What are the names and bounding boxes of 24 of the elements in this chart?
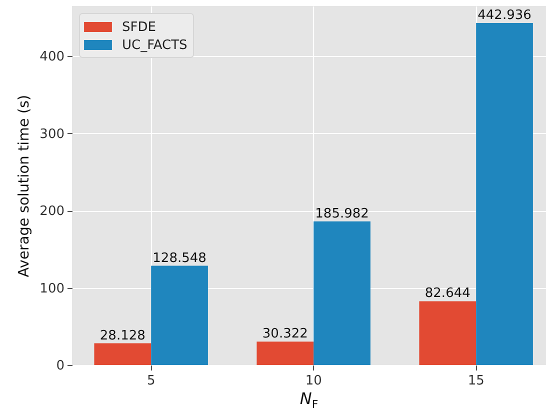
- data-label: 82.644: [424, 286, 470, 302]
- x-tick-label: 15: [468, 374, 484, 388]
- data-label: 185.982: [315, 206, 369, 222]
- bar: [256, 342, 314, 365]
- data-label: 28.128: [100, 328, 146, 344]
- bar: [419, 301, 476, 365]
- data-label: 442.936: [478, 8, 532, 24]
- bar: [314, 221, 370, 365]
- bar: [94, 343, 152, 365]
- legend-label: UC_FACTS: [122, 38, 188, 53]
- y-tick-label: 100: [40, 281, 64, 296]
- y-tick-label: 300: [40, 126, 64, 142]
- data-label: 30.322: [262, 326, 308, 342]
- y-tick-label: 200: [40, 204, 64, 220]
- bar: [151, 266, 208, 365]
- y-axis-title: Average solution time (s): [16, 94, 33, 278]
- legend-label: SFDE: [122, 20, 156, 35]
- y-tick-label: 400: [40, 50, 64, 65]
- x-axis-title: N$_{F}$: [300, 389, 318, 411]
- x-tick-label: 10: [305, 374, 322, 388]
- bar: [476, 23, 533, 365]
- data-label: 128.548: [152, 250, 206, 266]
- x-tick-label: 5: [146, 374, 156, 388]
- y-tick-label: 0: [56, 358, 64, 374]
